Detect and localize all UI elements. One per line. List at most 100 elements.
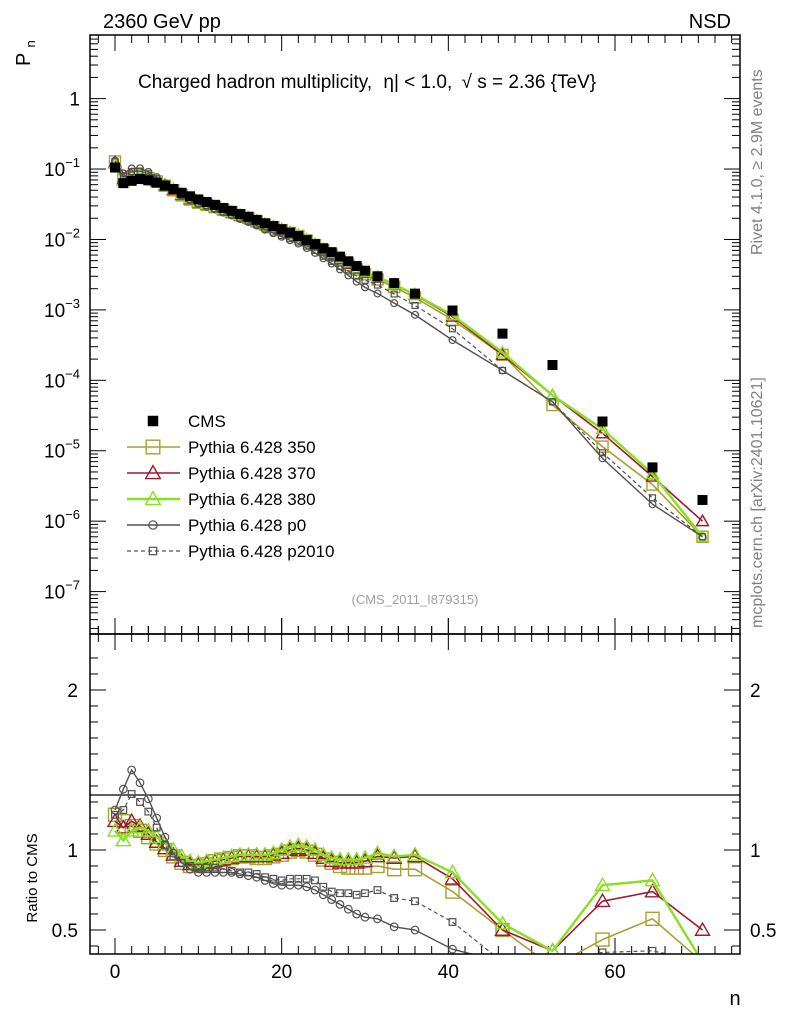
ratio-point-p380 bbox=[240, 846, 257, 861]
series-p380 bbox=[107, 156, 710, 542]
point-p0 bbox=[352, 277, 361, 286]
point-cms bbox=[293, 230, 304, 241]
point-p2010 bbox=[548, 398, 557, 406]
ratio-point-p370 bbox=[131, 817, 149, 832]
ratio-tick-label-right: 0.5 bbox=[750, 921, 776, 942]
ratio-point-p0 bbox=[352, 909, 362, 919]
point-p2010 bbox=[361, 276, 369, 284]
ratio-point-p2010 bbox=[169, 852, 178, 861]
point-p2010 bbox=[373, 281, 382, 289]
ratio-point-p380 bbox=[315, 846, 332, 861]
point-cms bbox=[193, 194, 204, 205]
ratio-point-p0 bbox=[118, 784, 128, 794]
y-tick-exp: −4 bbox=[65, 366, 80, 381]
ratio-point-p2010 bbox=[202, 863, 211, 872]
main-axis-ticks: 110−110−210−310−410−510−610−7 bbox=[44, 34, 740, 629]
ratio-point-p380 bbox=[340, 851, 357, 866]
ratio-point-p0 bbox=[268, 879, 278, 888]
ratio-point-p380 bbox=[545, 942, 560, 954]
y-tick-label: 10−4 bbox=[44, 366, 80, 392]
ratio-point-p380 bbox=[406, 846, 424, 861]
ratio-point-p380 bbox=[173, 847, 190, 863]
ratio-point-p2010 bbox=[373, 886, 382, 894]
title-s: s = 2.36 {TeV} bbox=[477, 72, 596, 93]
legend-label: Pythia 6.428 p0 bbox=[188, 516, 306, 535]
ratio-point-p2010 bbox=[648, 946, 657, 954]
point-p2010 bbox=[698, 533, 707, 541]
y-axis-label-sub: n bbox=[23, 40, 38, 47]
ratio-point-p370 bbox=[694, 921, 711, 936]
ratio-point-p2010 bbox=[119, 806, 128, 814]
ratio-point-p0 bbox=[110, 805, 120, 815]
ratio-point-p0 bbox=[193, 868, 203, 877]
point-p2010 bbox=[411, 301, 419, 310]
series-cms bbox=[110, 162, 708, 505]
ratio-line-p350 bbox=[114, 814, 695, 954]
point-p2010 bbox=[319, 252, 327, 260]
header-left: 2360 GeV pp bbox=[103, 11, 221, 33]
point-p380 bbox=[595, 421, 610, 435]
ratio-point-p380 bbox=[165, 841, 182, 856]
legend-label: Pythia 6.428 350 bbox=[188, 438, 316, 457]
ratio-point-p2010 bbox=[177, 858, 186, 867]
point-cms bbox=[697, 494, 708, 505]
point-cms bbox=[447, 305, 458, 316]
ratio-point-p350 bbox=[407, 862, 423, 877]
point-cms bbox=[126, 175, 137, 186]
ratio-point-p2010 bbox=[319, 882, 328, 891]
ratio-point-p350 bbox=[696, 956, 709, 969]
point-cms bbox=[372, 271, 383, 282]
y-tick-label: 10−6 bbox=[44, 507, 80, 533]
ratio-point-p350 bbox=[595, 932, 610, 947]
ratio-point-p0 bbox=[135, 778, 145, 788]
point-cms bbox=[276, 224, 287, 235]
ratio-point-p380 bbox=[115, 831, 132, 847]
ratio-point-p2010 bbox=[227, 866, 236, 875]
point-cms bbox=[335, 251, 345, 262]
series-line-p2010 bbox=[114, 161, 703, 538]
ratio-point-p380 bbox=[231, 846, 249, 861]
ratio-point-p0 bbox=[152, 813, 162, 823]
ratio-point-p380 bbox=[331, 851, 349, 866]
legend-item-cms: CMS bbox=[147, 412, 226, 431]
ratio-point-p0 bbox=[649, 958, 657, 966]
y-tick-base: 10 bbox=[44, 371, 65, 392]
header-right: NSD bbox=[689, 11, 731, 33]
x-tick-label: 20 bbox=[271, 962, 292, 983]
ratio-point-p2010 bbox=[244, 868, 253, 877]
ratio-point-p2010 bbox=[327, 887, 336, 896]
y-tick-exp: −6 bbox=[65, 507, 80, 522]
ratio-point-p0 bbox=[318, 890, 328, 900]
point-cms bbox=[135, 174, 145, 185]
x-tick-label: 40 bbox=[438, 962, 459, 983]
point-p2010 bbox=[136, 167, 144, 175]
point-p380 bbox=[645, 466, 660, 480]
ratio-point-p2010 bbox=[549, 959, 556, 966]
legend-label: Pythia 6.428 380 bbox=[188, 490, 316, 509]
ratio-point-p2010 bbox=[186, 862, 194, 870]
ratio-point-p350 bbox=[645, 911, 660, 926]
point-cms bbox=[151, 177, 162, 188]
point-p2010 bbox=[390, 290, 398, 298]
point-p2010 bbox=[336, 262, 344, 270]
ratio-point-p380 bbox=[644, 871, 661, 887]
point-p370 bbox=[695, 513, 710, 527]
point-p350 bbox=[646, 478, 659, 491]
y-axis-label-main: P n bbox=[13, 40, 38, 66]
point-p2010 bbox=[353, 272, 361, 280]
ratio-line-p2010 bbox=[114, 793, 670, 954]
point-cms bbox=[218, 202, 229, 213]
y-tick-base: 1 bbox=[69, 90, 80, 111]
point-p2010 bbox=[598, 449, 607, 457]
ratio-panel-frame bbox=[89, 633, 741, 955]
ratio-point-p0 bbox=[302, 882, 312, 892]
title-eta: η| < 1.0, bbox=[383, 72, 452, 93]
ratio-point-p2010 bbox=[390, 894, 399, 902]
x-tick-label: 0 bbox=[110, 962, 121, 983]
ratio-point-p0 bbox=[389, 922, 399, 932]
ratio-point-p2010 bbox=[311, 876, 319, 885]
ratio-point-p2010 bbox=[269, 874, 278, 883]
ratio-point-p2010 bbox=[294, 874, 303, 883]
ratio-point-p380 bbox=[106, 822, 124, 837]
point-cms bbox=[210, 199, 220, 210]
